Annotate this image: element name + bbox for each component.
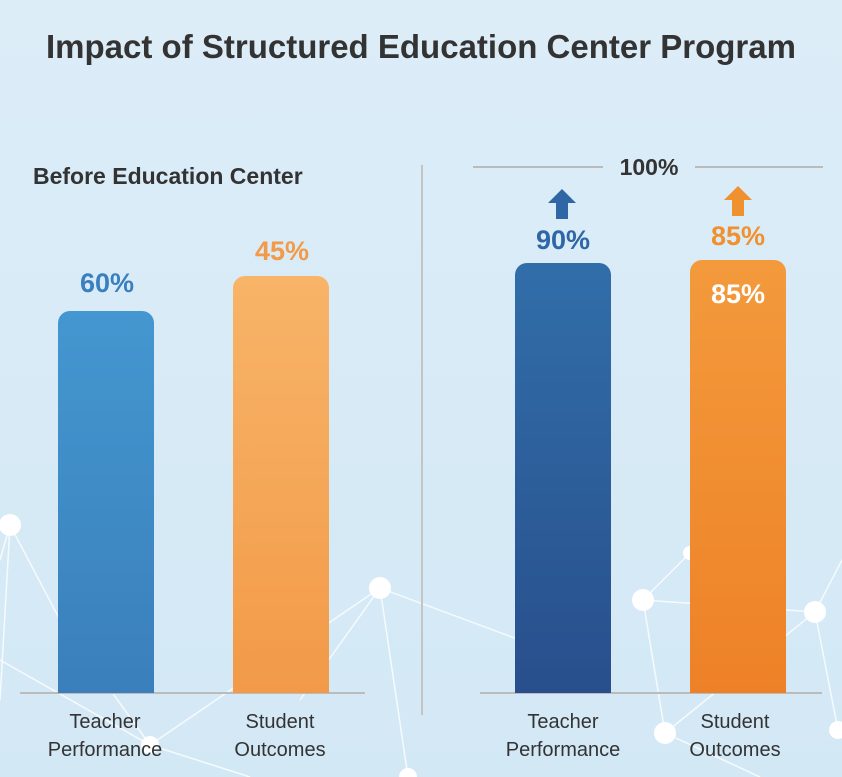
- category-line: Performance: [47, 739, 163, 761]
- label-after-teacher: 90%: [535, 225, 591, 255]
- bar-before-teacher: [58, 311, 154, 693]
- category-line: Teacher: [527, 711, 599, 733]
- reference-label: 100%: [619, 154, 679, 180]
- up-arrow-icon: [724, 186, 752, 216]
- category-line: Outcomes: [689, 739, 781, 761]
- category-after-teacher: Teacher Performance: [473, 708, 653, 764]
- category-line: Performance: [505, 739, 621, 761]
- up-arrow-icon: [548, 189, 576, 219]
- category-line: Student: [245, 711, 315, 733]
- before-panel-title: Before Education Center: [33, 163, 303, 189]
- category-before-teacher: Teacher Performance: [15, 708, 195, 764]
- label-before-teacher: 60%: [79, 268, 135, 298]
- page-title: Impact of Structured Education Center Pr…: [46, 28, 796, 65]
- bar-before-student: [233, 276, 329, 693]
- label-after-student: 85%: [710, 221, 766, 251]
- left-axis: [20, 692, 365, 694]
- category-after-student: Student Outcomes: [645, 708, 825, 764]
- reference-line-left: [473, 166, 603, 168]
- category-line: Student: [700, 711, 770, 733]
- bar-after-teacher: [515, 263, 611, 693]
- panel-divider: [421, 165, 423, 715]
- bar-after-student: [690, 260, 786, 693]
- reference-line-right: [695, 166, 823, 168]
- category-line: Teacher: [69, 711, 141, 733]
- right-axis: [480, 692, 822, 694]
- category-line: Outcomes: [234, 739, 326, 761]
- label-after-student-inner: 85%: [710, 279, 766, 309]
- category-before-student: Student Outcomes: [190, 708, 370, 764]
- label-before-student: 45%: [254, 236, 310, 266]
